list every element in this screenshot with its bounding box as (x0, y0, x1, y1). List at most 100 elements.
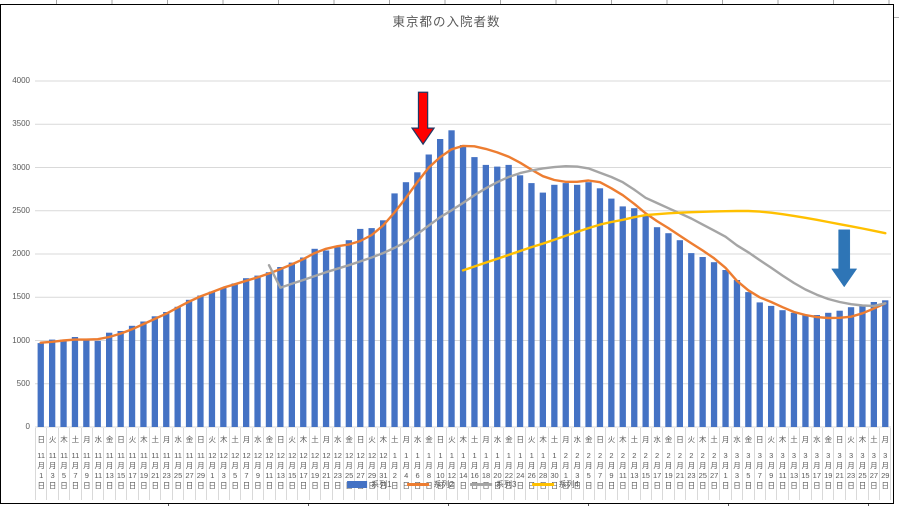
bar-3月21日[interactable] (836, 310, 843, 427)
bar-11月21日[interactable] (151, 316, 158, 427)
legend-item-系列3[interactable]: 系列3 (470, 479, 516, 490)
x-tick-12月7日: 月 12 月 7 日 (241, 428, 253, 500)
blue-down-arrow[interactable] (831, 229, 858, 288)
bar-1月14日[interactable] (459, 145, 467, 427)
red-down-arrow[interactable] (410, 91, 436, 146)
bar-3月29日[interactable] (882, 300, 889, 427)
bar-12月19日[interactable] (311, 248, 318, 427)
bar-2月13日[interactable] (631, 208, 638, 427)
bar-1月16日[interactable] (471, 157, 478, 427)
bar-12月7日[interactable] (243, 278, 250, 427)
bar-3月13日[interactable] (790, 312, 798, 427)
x-tick-12月31日: 木 12 月 31 日 (378, 428, 390, 500)
bar-11月7日[interactable] (71, 337, 79, 427)
x-tick-3月23日: 火 3 月 23 日 (846, 428, 858, 500)
bar-11月27日[interactable] (185, 299, 193, 427)
bar-1月26日[interactable] (528, 183, 535, 427)
bar-11月17日[interactable] (128, 325, 136, 427)
bar-12月31日[interactable] (380, 220, 387, 427)
bar-2月27日[interactable] (710, 262, 718, 427)
bar-3月7日[interactable] (756, 302, 763, 427)
bar-2月3日[interactable] (574, 184, 581, 427)
x-tick-1月10日: 日 1 月 10 日 (435, 428, 447, 500)
bar-12月29日[interactable] (368, 228, 375, 427)
bar-1月30日[interactable] (551, 184, 558, 427)
x-tick-2月25日: 木 2 月 25 日 (698, 428, 709, 500)
x-tick-11月25日: 水 11 月 25 日 (173, 428, 185, 500)
bar-2月19日[interactable] (665, 233, 672, 427)
bar-12月15日[interactable] (288, 262, 295, 427)
bar-2月7日[interactable] (596, 188, 604, 427)
bar-3月19日[interactable] (825, 312, 832, 427)
bar-3月15日[interactable] (802, 314, 809, 427)
bar-12月13日[interactable] (277, 267, 284, 427)
bar-1月6日[interactable] (414, 172, 421, 427)
bar-11月19日[interactable] (140, 321, 147, 428)
legend-item-系列1[interactable]: 系列1 (347, 479, 392, 490)
bar-2月17日[interactable] (653, 227, 661, 427)
x-tick-11月5日: 木 11 月 5 日 (59, 428, 71, 500)
bar-12月25日[interactable] (345, 240, 352, 427)
bar-2月11日[interactable] (619, 206, 626, 427)
x-tick-12月15日: 火 12 月 15 日 (287, 428, 299, 500)
bar-11月23日[interactable] (163, 312, 170, 427)
bar-11月1日[interactable] (37, 343, 44, 427)
bar-1月22日[interactable] (505, 164, 512, 427)
bar-12月21日[interactable] (322, 250, 330, 428)
bar-2月9日[interactable] (608, 198, 615, 427)
bar-12月9日[interactable] (254, 275, 261, 427)
bar-1月4日[interactable] (402, 182, 410, 427)
bar-12月27日[interactable] (357, 228, 364, 427)
x-tick-2月27日: 土 2 月 27 日 (709, 428, 721, 500)
bar-11月3日[interactable] (49, 339, 56, 427)
bar-3月5日[interactable] (745, 292, 752, 427)
x-tick-11月9日: 月 11 月 9 日 (82, 428, 94, 500)
bar-series-系列1 (37, 130, 889, 428)
bar-11月13日[interactable] (106, 332, 113, 427)
bar-2月25日[interactable] (699, 257, 706, 427)
bar-3月17日[interactable] (813, 315, 820, 427)
bar-3月25日[interactable] (859, 305, 866, 427)
bar-11月9日[interactable] (83, 340, 90, 427)
bar-12月5日[interactable] (231, 283, 238, 427)
legend-item-系列2[interactable]: 系列2 (407, 479, 454, 490)
x-tick-1月20日: 水 1 月 20 日 (492, 428, 504, 500)
bar-3月23日[interactable] (847, 307, 855, 427)
bar-12月17日[interactable] (300, 257, 307, 428)
bar-11月25日[interactable] (174, 306, 181, 427)
bar-1月18日[interactable] (482, 164, 489, 427)
bar-3月3日[interactable] (733, 280, 741, 427)
bar-12月1日[interactable] (208, 291, 216, 427)
bar-1月28日[interactable] (539, 192, 546, 427)
bar-2月5日[interactable] (585, 182, 592, 427)
legend-item-系列4[interactable]: 系列4 (532, 479, 579, 490)
bar-3月1日[interactable] (722, 270, 729, 427)
line-series-系列3[interactable] (267, 164, 887, 308)
bar-12月3日[interactable] (220, 287, 227, 427)
bar-11月15日[interactable] (117, 331, 124, 427)
bar-12月11日[interactable] (265, 272, 273, 427)
bar-1月20日[interactable] (494, 166, 501, 427)
bar-1月10日[interactable] (437, 139, 444, 427)
bar-1月8日[interactable] (425, 154, 432, 428)
bar-1月24日[interactable] (516, 175, 524, 427)
bar-2月15日[interactable] (642, 215, 649, 427)
legend: 系列1 系列2 系列3 系列4 (347, 479, 579, 490)
bar-12月23日[interactable] (334, 247, 341, 427)
line-series-系列2[interactable] (39, 144, 887, 344)
bar-11月11日[interactable] (94, 340, 101, 427)
bar-3月9日[interactable] (768, 305, 775, 427)
bar-3月27日[interactable] (870, 302, 877, 427)
bar-3月11日[interactable] (779, 310, 786, 427)
bar-11月29日[interactable] (197, 295, 204, 428)
bar-1月12日[interactable] (448, 130, 455, 428)
x-tick-2月21日: 日 2 月 21 日 (675, 428, 687, 500)
bar-11月5日[interactable] (60, 339, 67, 427)
bar-2月1日[interactable] (562, 183, 569, 427)
bar-2月23日[interactable] (688, 253, 695, 427)
bar-1月2日[interactable] (391, 193, 398, 427)
bar-2月21日[interactable] (676, 240, 683, 427)
line-series-系列4[interactable] (461, 209, 887, 272)
